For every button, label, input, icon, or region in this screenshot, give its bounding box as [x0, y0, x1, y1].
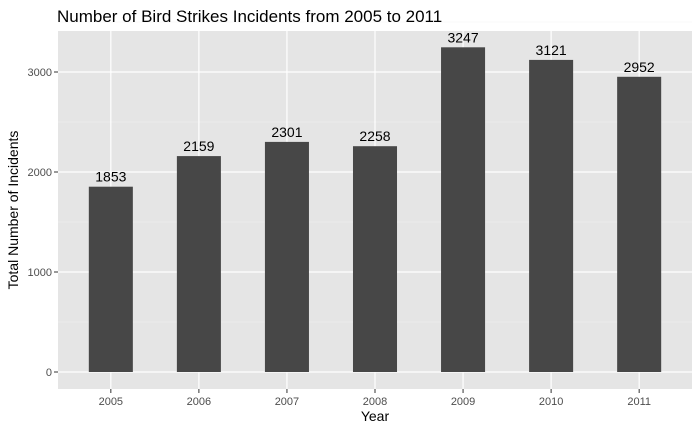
data-label-2010: 3121: [536, 42, 567, 58]
y-tick-label: 2000: [28, 167, 52, 179]
x-axis: 2005 2006 2007 2008 2009 2010 2011: [99, 389, 651, 408]
chart-title: Number of Bird Strikes Incidents from 20…: [57, 7, 442, 26]
data-label-2009: 3247: [447, 29, 478, 45]
bar-2010: [529, 59, 574, 373]
bar-2011: [617, 76, 662, 373]
y-axis: 0 1000 2000 3000: [28, 67, 58, 379]
bars: [88, 47, 662, 373]
y-tick-label: 3000: [28, 67, 52, 79]
data-label-2011: 2952: [624, 59, 655, 75]
data-label-2005: 1853: [95, 169, 126, 185]
data-label-2008: 2258: [359, 128, 390, 144]
x-tick-label: 2009: [451, 396, 475, 408]
x-tick-label: 2006: [187, 396, 211, 408]
x-tick-label: 2010: [539, 396, 563, 408]
x-tick-label: 2007: [275, 396, 299, 408]
data-label-2007: 2301: [271, 124, 302, 140]
bar-2007: [264, 141, 309, 372]
bar-2006: [176, 156, 221, 372]
x-tick-label: 2011: [627, 396, 651, 408]
x-tick-label: 2005: [99, 396, 123, 408]
y-tick-label: 0: [46, 367, 52, 379]
bar-2005: [88, 186, 133, 372]
y-axis-title: Total Number of Incidents: [5, 131, 21, 290]
bar-2009: [441, 47, 486, 373]
bar-2008: [352, 146, 398, 372]
x-tick-label: 2008: [363, 396, 387, 408]
data-label-2006: 2159: [183, 138, 214, 154]
data-labels: 1853 2159 2301 2258 3247 3121 2952: [95, 29, 655, 184]
y-tick-label: 1000: [28, 267, 52, 279]
x-axis-title: Year: [361, 408, 390, 424]
